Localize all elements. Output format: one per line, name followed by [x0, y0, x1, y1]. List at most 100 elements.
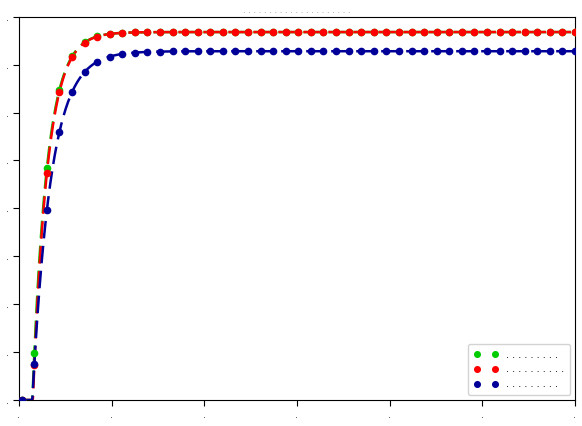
. . . . . . . . . .: [332, 29, 339, 35]
. . . . . . . . .: [244, 29, 251, 35]
. . . . . . . . . .: [232, 29, 239, 35]
. . . . . . . . . .: [383, 29, 390, 35]
. . . . . . . . .: [421, 49, 428, 54]
. . . . . . . . . .: [194, 29, 201, 35]
. . . . . . . . .: [207, 29, 214, 35]
. . . . . . . . . .: [69, 55, 76, 60]
. . . . . . . . . .: [572, 29, 579, 35]
. . . . . . . . .: [18, 397, 25, 403]
. . . . . . . . .: [572, 49, 579, 54]
. . . . . . . . .: [169, 49, 176, 54]
. . . . . . . . . .: [44, 170, 51, 176]
. . . . . . . . .: [546, 29, 553, 35]
. . . . . . . . . .: [295, 29, 302, 35]
. . . . . . . . .: [509, 29, 516, 35]
. . . . . . . . .: [132, 50, 139, 55]
. . . . . . . . . .: [496, 29, 503, 35]
. . . . . . . . . .: [18, 397, 25, 403]
. . . . . . . . .: [358, 29, 365, 35]
. . . . . . . . . .: [282, 29, 289, 35]
. . . . . . . . . .: [471, 29, 478, 35]
. . . . . . . . .: [107, 54, 113, 59]
. . . . . . . . .: [345, 29, 352, 35]
. . . . . . . . .: [56, 129, 63, 134]
. . . . . . . . .: [244, 49, 251, 54]
. . . . . . . . .: [383, 49, 390, 54]
. . . . . . . . .: [534, 29, 541, 35]
. . . . . . . . .: [433, 49, 440, 54]
. . . . . . . . .: [332, 49, 339, 54]
. . . . . . . . . .: [458, 29, 465, 35]
. . . . . . . . .: [132, 30, 139, 35]
. . . . . . . . .: [395, 49, 402, 54]
. . . . . . . . .: [546, 49, 553, 54]
. . . . . . . . .: [269, 29, 276, 35]
Line: . . . . . . . . .: . . . . . . . . .: [19, 48, 578, 403]
Legend: . . . . . . . . ., . . . . . . . . . ., . . . . . . . . .: . . . . . . . . ., . . . . . . . . . ., …: [468, 344, 570, 395]
. . . . . . . . .: [119, 52, 126, 57]
. . . . . . . . . .: [546, 29, 553, 35]
. . . . . . . . .: [207, 49, 214, 54]
. . . . . . . . . .: [370, 29, 377, 35]
. . . . . . . . .: [458, 49, 465, 54]
. . . . . . . . .: [94, 34, 101, 39]
. . . . . . . . .: [534, 49, 541, 54]
. . . . . . . . .: [496, 49, 503, 54]
. . . . . . . . .: [81, 69, 88, 75]
Title: . . . . . . . . . . . . . . . . . . . . .: . . . . . . . . . . . . . . . . . . . . …: [243, 6, 351, 14]
. . . . . . . . .: [107, 32, 113, 37]
. . . . . . . . .: [370, 49, 377, 54]
. . . . . . . . . .: [345, 29, 352, 35]
. . . . . . . . . .: [408, 29, 415, 35]
. . . . . . . . . .: [244, 29, 251, 35]
. . . . . . . . .: [421, 29, 428, 35]
Line: . . . . . . . . . .: . . . . . . . . . .: [19, 29, 578, 403]
. . . . . . . . . .: [257, 29, 264, 35]
. . . . . . . . .: [332, 29, 339, 35]
. . . . . . . . .: [307, 49, 314, 54]
. . . . . . . . . .: [31, 363, 38, 368]
. . . . . . . . .: [295, 29, 302, 35]
. . . . . . . . .: [446, 49, 453, 54]
Line: . . . . . . . . .: . . . . . . . . .: [19, 29, 578, 403]
. . . . . . . . .: [446, 29, 453, 35]
. . . . . . . . .: [194, 29, 201, 35]
. . . . . . . . . .: [509, 29, 516, 35]
. . . . . . . . .: [69, 54, 76, 59]
. . . . . . . . .: [484, 49, 491, 54]
. . . . . . . . .: [295, 49, 302, 54]
. . . . . . . . .: [194, 49, 201, 54]
. . . . . . . . . .: [169, 29, 176, 35]
. . . . . . . . . .: [207, 29, 214, 35]
. . . . . . . . .: [408, 29, 415, 35]
. . . . . . . . .: [358, 49, 365, 54]
. . . . . . . . . .: [269, 29, 276, 35]
. . . . . . . . .: [219, 29, 226, 35]
. . . . . . . . . .: [433, 29, 440, 35]
. . . . . . . . .: [509, 49, 516, 54]
. . . . . . . . .: [269, 49, 276, 54]
. . . . . . . . .: [257, 49, 264, 54]
. . . . . . . . .: [282, 29, 289, 35]
. . . . . . . . . .: [307, 29, 314, 35]
. . . . . . . . . .: [358, 29, 365, 35]
. . . . . . . . .: [320, 29, 327, 35]
. . . . . . . . .: [44, 165, 51, 170]
. . . . . . . . .: [471, 49, 478, 54]
. . . . . . . . . .: [107, 32, 113, 37]
. . . . . . . . . .: [421, 29, 428, 35]
. . . . . . . . .: [345, 49, 352, 54]
. . . . . . . . . .: [144, 30, 151, 35]
. . . . . . . . .: [521, 29, 528, 35]
. . . . . . . . .: [408, 49, 415, 54]
. . . . . . . . .: [94, 59, 101, 64]
. . . . . . . . .: [69, 89, 76, 95]
. . . . . . . . .: [383, 29, 390, 35]
. . . . . . . . . .: [157, 29, 164, 35]
. . . . . . . . . .: [395, 29, 402, 35]
. . . . . . . . .: [320, 49, 327, 54]
. . . . . . . . .: [182, 49, 189, 54]
. . . . . . . . .: [559, 49, 566, 54]
. . . . . . . . .: [232, 49, 239, 54]
. . . . . . . . .: [119, 30, 126, 35]
